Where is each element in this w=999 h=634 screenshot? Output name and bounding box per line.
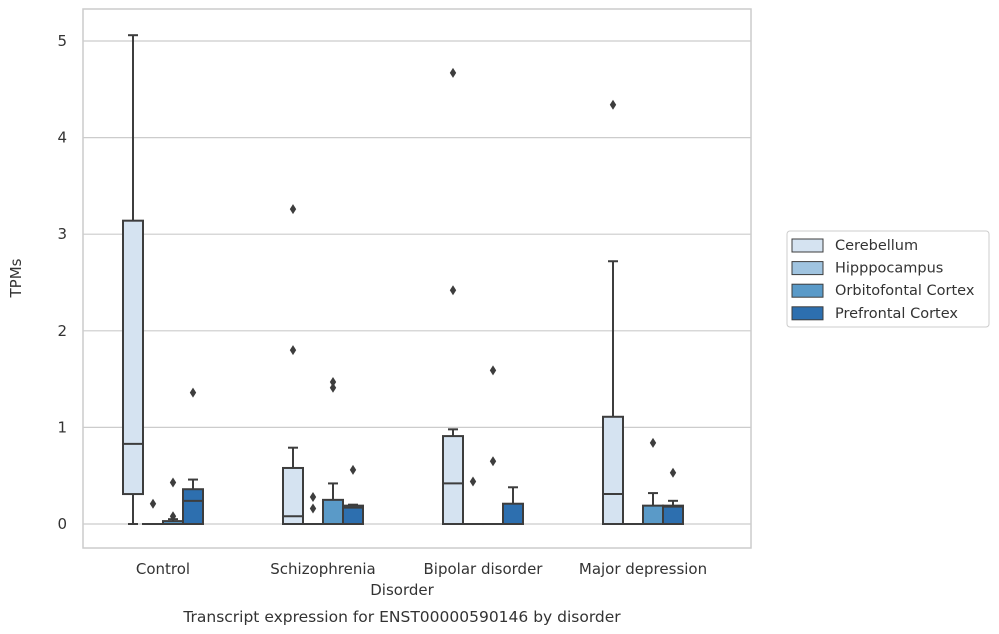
box-3-3	[482, 365, 504, 526]
legend-label: Cerebellum	[835, 238, 918, 254]
box-iqr	[642, 504, 664, 525]
box-2-1	[282, 204, 304, 525]
legend-frame	[786, 230, 990, 328]
outlier-point	[669, 467, 677, 478]
outlier-point	[169, 511, 177, 522]
box-series	[122, 34, 684, 526]
x-axis-label: Disorder	[370, 581, 434, 599]
legend: Cerebellum Hipppocampus Orbitofontal Corte…	[786, 230, 990, 328]
box-3-1	[442, 67, 464, 525]
legend-swatch	[791, 283, 824, 298]
y-tick-label: 2	[57, 322, 67, 340]
outlier-point	[489, 456, 497, 467]
y-tick-label: 0	[57, 515, 67, 533]
chart-caption: Transcript expression for ENST0000059014…	[182, 608, 621, 626]
outlier-point	[649, 437, 657, 448]
outlier-point	[489, 365, 497, 376]
box-3-4	[502, 486, 524, 525]
outlier-point	[189, 387, 197, 398]
outlier-point	[149, 498, 157, 509]
outlier-point	[329, 376, 337, 387]
outlier-point	[349, 464, 357, 475]
box-2-4	[342, 464, 364, 525]
outlier-point	[289, 345, 297, 356]
y-axis-label: TPMs	[7, 258, 25, 298]
x-tick-label: Bipolar disorder	[424, 560, 544, 578]
x-axis-ticks: Control Schizophrenia Bipolar disorder Majo…	[136, 560, 707, 578]
box-4-3	[642, 437, 664, 525]
x-tick-label: Schizophrenia	[270, 560, 375, 578]
y-tick-label: 3	[57, 225, 67, 243]
outlier-point	[449, 285, 457, 296]
legend-swatch	[791, 306, 824, 321]
box-iqr	[502, 502, 524, 525]
outlier-point	[289, 204, 297, 215]
plot-frame	[82, 8, 752, 549]
box-1-1	[122, 34, 144, 525]
y-tick-label: 4	[57, 129, 67, 147]
x-tick-label: Control	[136, 560, 190, 578]
x-tick-label: Major depression	[579, 560, 707, 578]
box-iqr	[662, 504, 684, 525]
box-iqr	[442, 435, 464, 525]
outlier-point	[169, 477, 177, 488]
box-iqr	[122, 219, 144, 496]
box-iqr	[602, 415, 624, 525]
legend-label: Hipppocampus	[835, 261, 943, 277]
y-tick-label: 5	[57, 32, 67, 50]
box-iqr	[182, 488, 204, 525]
plot-background	[83, 9, 751, 548]
legend-swatch	[791, 238, 824, 253]
outlier-point	[469, 476, 477, 487]
box-4-4	[662, 467, 684, 525]
outlier-point	[609, 99, 617, 110]
legend-label: Orbitofontal Cortex	[835, 283, 975, 299]
outlier-point	[309, 491, 317, 502]
outlier-point	[449, 67, 457, 78]
y-tick-label: 1	[57, 418, 67, 436]
box-4-1	[602, 99, 624, 525]
outlier-point	[309, 503, 317, 514]
box-1-4	[182, 387, 204, 525]
box-iqr	[282, 466, 304, 525]
box-iqr	[322, 498, 344, 526]
legend-label: Prefrontal Cortex	[835, 306, 958, 322]
legend-swatch	[791, 261, 824, 276]
outlier-point	[329, 382, 337, 393]
y-axis-ticks: 0 1 2 3 4 5	[57, 32, 67, 533]
box-iqr	[342, 504, 364, 525]
